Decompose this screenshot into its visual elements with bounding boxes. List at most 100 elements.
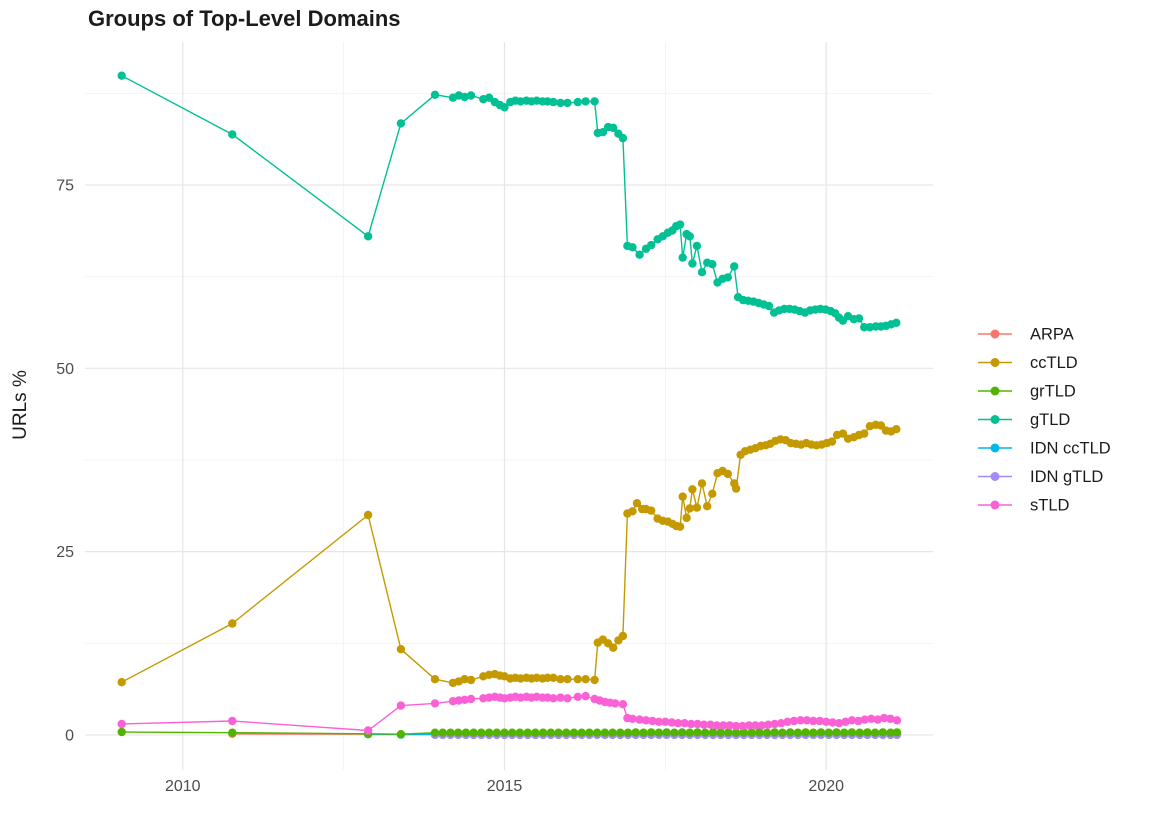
data-point bbox=[477, 728, 486, 737]
legend-item-stld: sTLD bbox=[978, 497, 1070, 515]
legend-item-arpa: ARPA bbox=[978, 326, 1074, 344]
data-point bbox=[556, 98, 565, 108]
data-point bbox=[712, 721, 721, 730]
legend-item-cctld: ccTLD bbox=[978, 354, 1078, 372]
data-point bbox=[508, 728, 517, 737]
data-point bbox=[809, 716, 818, 726]
data-point bbox=[680, 719, 689, 728]
data-point bbox=[822, 717, 831, 726]
data-point bbox=[562, 728, 571, 737]
data-point bbox=[706, 720, 715, 729]
data-point bbox=[430, 90, 440, 100]
data-point bbox=[608, 728, 617, 737]
data-point bbox=[674, 719, 683, 728]
data-point bbox=[793, 728, 803, 737]
data-point bbox=[515, 728, 525, 737]
data-point bbox=[600, 728, 610, 737]
data-point bbox=[446, 728, 455, 737]
data-point bbox=[854, 314, 864, 323]
data-point bbox=[731, 484, 741, 493]
data-point bbox=[648, 716, 657, 726]
data-point bbox=[635, 715, 644, 724]
data-point bbox=[466, 675, 476, 685]
data-point bbox=[693, 719, 702, 729]
data-point bbox=[731, 721, 741, 731]
data-point bbox=[460, 675, 469, 684]
data-point bbox=[484, 728, 494, 737]
data-point bbox=[828, 718, 837, 727]
data-point bbox=[616, 728, 625, 737]
legend-label: sTLD bbox=[1030, 497, 1070, 515]
data-point bbox=[688, 485, 697, 494]
legend-label: ccTLD bbox=[1030, 354, 1078, 372]
data-point bbox=[618, 700, 628, 709]
y-axis-title: URLs % bbox=[10, 370, 31, 440]
data-point bbox=[685, 728, 694, 737]
data-point bbox=[730, 262, 739, 271]
data-point bbox=[461, 728, 471, 737]
series-gtld bbox=[117, 71, 901, 332]
data-point bbox=[396, 645, 406, 654]
data-point bbox=[430, 728, 440, 737]
data-point bbox=[577, 728, 586, 737]
data-point bbox=[815, 716, 824, 726]
data-point bbox=[675, 522, 685, 531]
data-point bbox=[834, 719, 844, 728]
data-point bbox=[492, 728, 501, 737]
legend-layer: ARPA ccTLD grTLD gTLD IDN ccTLD IDN gTLD sTLD bbox=[978, 326, 1111, 515]
y-tick-label: 0 bbox=[65, 727, 74, 744]
data-point bbox=[647, 240, 656, 250]
data-point bbox=[556, 675, 565, 684]
data-point bbox=[531, 728, 540, 737]
data-point bbox=[802, 716, 812, 725]
data-point bbox=[581, 691, 590, 701]
data-point bbox=[751, 721, 760, 730]
data-point bbox=[854, 716, 863, 726]
data-point bbox=[796, 716, 805, 725]
data-point bbox=[563, 98, 572, 108]
legend-key-dot bbox=[990, 472, 1000, 481]
legend-item-idn-gtld: IDN gTLD bbox=[978, 468, 1103, 486]
data-point bbox=[117, 719, 126, 729]
series-stld bbox=[117, 691, 902, 735]
data-point bbox=[724, 728, 733, 737]
y-tick-label: 75 bbox=[56, 177, 74, 194]
data-point bbox=[228, 619, 237, 628]
data-point bbox=[654, 728, 664, 737]
data-point bbox=[870, 728, 880, 737]
data-point bbox=[719, 721, 728, 730]
data-point bbox=[563, 675, 572, 684]
legend-item-gtld: gTLD bbox=[978, 411, 1070, 429]
data-point bbox=[855, 728, 864, 737]
data-point bbox=[778, 728, 787, 737]
data-point bbox=[641, 716, 651, 725]
data-point bbox=[592, 728, 602, 737]
legend-key-dot bbox=[990, 386, 1000, 396]
data-point bbox=[228, 130, 237, 139]
data-point bbox=[598, 128, 608, 137]
data-point bbox=[863, 728, 872, 737]
series-line bbox=[121, 424, 897, 684]
data-point bbox=[543, 673, 552, 682]
data-point bbox=[618, 133, 628, 143]
data-point bbox=[585, 728, 594, 737]
data-point bbox=[878, 728, 887, 737]
data-point bbox=[632, 499, 642, 508]
data-point bbox=[549, 97, 558, 107]
data-point bbox=[847, 728, 857, 737]
data-point bbox=[631, 728, 640, 737]
data-point bbox=[500, 103, 509, 112]
legend-item-grtld: grTLD bbox=[978, 383, 1076, 401]
data-point bbox=[682, 513, 691, 523]
data-point bbox=[438, 728, 447, 737]
data-point bbox=[824, 728, 833, 737]
y-tick-label: 50 bbox=[56, 361, 74, 378]
data-point bbox=[466, 694, 476, 704]
data-point bbox=[755, 728, 764, 737]
data-point bbox=[538, 728, 548, 737]
data-point bbox=[892, 425, 901, 434]
data-point bbox=[469, 728, 478, 737]
data-point bbox=[523, 728, 532, 737]
data-point bbox=[867, 714, 876, 723]
